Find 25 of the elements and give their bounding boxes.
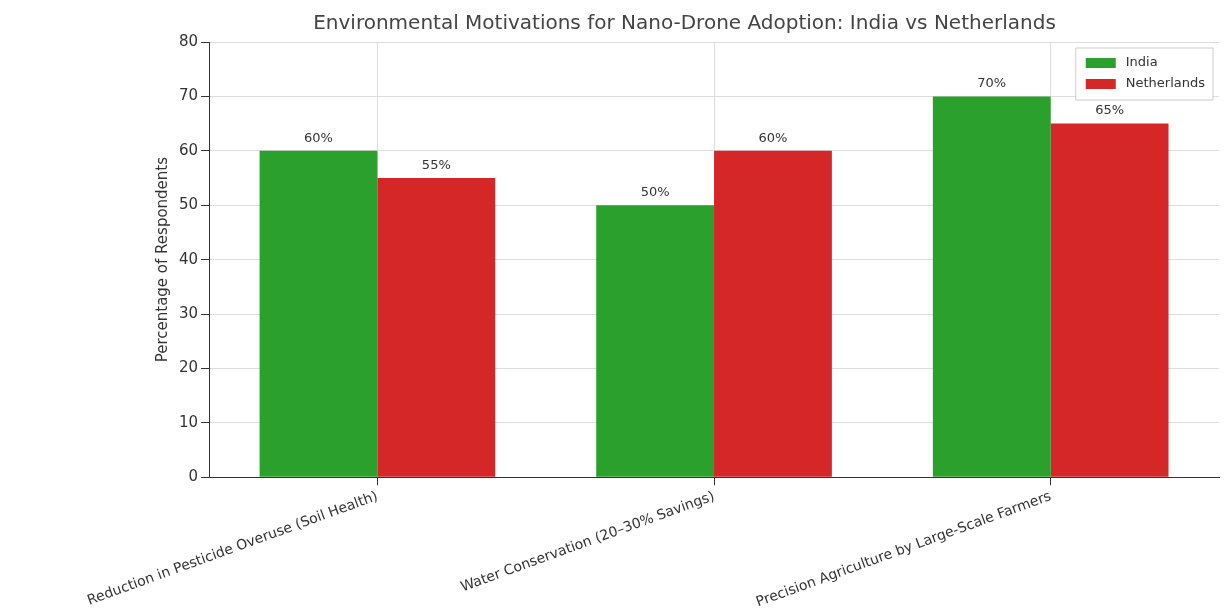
y-tick-label: 20 <box>178 358 199 377</box>
y-tick-label: 40 <box>178 249 199 268</box>
y-tick-label: 50 <box>178 195 199 214</box>
data-label: 55% <box>421 156 451 172</box>
bar <box>596 205 715 477</box>
y-tick-label: 0 <box>188 467 199 486</box>
data-label: 65% <box>1095 102 1125 118</box>
bar <box>377 178 496 477</box>
bar <box>932 96 1051 477</box>
y-tick-label: 30 <box>178 303 199 322</box>
legend-label: Netherlands <box>1125 75 1206 91</box>
data-label: 60% <box>758 129 788 145</box>
y-tick-label: 80 <box>178 31 199 50</box>
bar <box>1050 123 1169 477</box>
y-axis-title: Percentage of Respondents <box>152 156 171 363</box>
legend-label: India <box>1125 54 1158 70</box>
chart-title: Environmental Motivations for Nano-Drone Adoption: India vs Netherlands <box>313 10 1056 35</box>
data-label: 60% <box>304 129 333 145</box>
bar <box>259 150 378 477</box>
y-tick-label: 70 <box>178 86 199 105</box>
data-label: 50% <box>640 184 670 200</box>
bar <box>714 150 832 477</box>
y-tick-label: 10 <box>178 412 199 431</box>
data-label: 70% <box>977 75 1007 91</box>
y-tick-label: 60 <box>178 140 199 159</box>
